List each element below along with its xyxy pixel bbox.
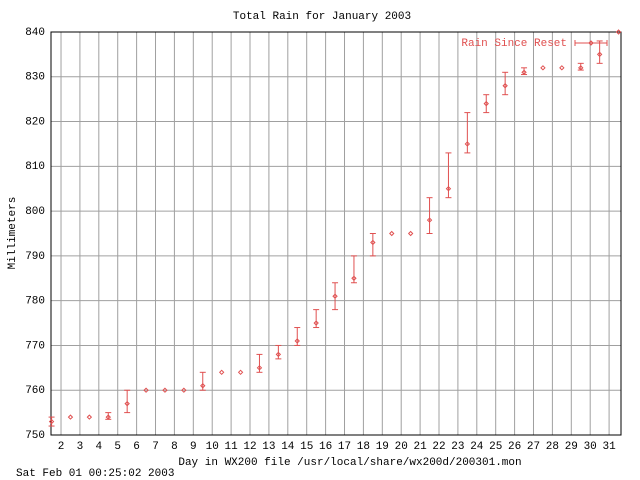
data-point: [294, 338, 300, 344]
error-bar: [105, 412, 112, 420]
x-tick-label: 13: [262, 441, 275, 453]
x-tick-label: 4: [96, 441, 103, 453]
error-bar: [483, 94, 490, 114]
y-tick-label: 800: [25, 206, 45, 218]
y-tick-label: 840: [25, 27, 45, 39]
timestamp: Sat Feb 01 00:25:02 2003: [16, 468, 174, 480]
x-tick-label: 28: [546, 441, 559, 453]
x-tick-label: 26: [508, 441, 521, 453]
plot-border: [50, 31, 622, 436]
data-point: [162, 387, 168, 393]
data-point: [351, 275, 357, 281]
data-point: [67, 414, 74, 420]
error-bar: [577, 62, 584, 71]
data-point: [464, 141, 471, 147]
x-tick-label: 14: [281, 441, 295, 453]
data-point: [237, 369, 244, 376]
legend-label: Rain Since Reset: [461, 38, 567, 50]
data-point: [426, 217, 433, 223]
x-tick-label: 22: [432, 441, 445, 453]
y-tick-label: 830: [25, 72, 45, 84]
data-point: [124, 400, 130, 407]
x-tick-label: 23: [451, 441, 464, 453]
legend-swatch: [574, 40, 608, 46]
x-tick-label: 17: [338, 441, 351, 453]
x-tick-label: 31: [602, 441, 616, 453]
x-tick-label: 6: [133, 441, 140, 453]
data-point: [596, 51, 603, 58]
x-tick-label: 30: [584, 441, 597, 453]
data-point: [48, 418, 55, 425]
error-bar: [48, 416, 55, 427]
data-point: [86, 414, 93, 420]
data-point: [445, 186, 452, 192]
data-point: [521, 69, 527, 76]
x-tick-label: 11: [225, 441, 239, 453]
data-point: [256, 365, 263, 371]
x-tick-label: 10: [206, 441, 219, 453]
error-bar: [332, 282, 339, 311]
y-tick-label: 770: [25, 340, 45, 352]
error-bar: [426, 197, 433, 234]
data-point: [275, 351, 282, 358]
data-point: [332, 293, 338, 299]
x-tick-label: 24: [470, 441, 484, 453]
data-point: [407, 230, 414, 237]
x-tick-label: 27: [527, 441, 540, 453]
x-tick-label: 16: [319, 441, 332, 453]
x-tick-label: 18: [357, 441, 370, 453]
data-point: [540, 65, 546, 71]
data-point: [483, 100, 489, 107]
data-point: [218, 369, 225, 376]
y-tick-label: 820: [25, 116, 45, 128]
data-point: [370, 239, 376, 246]
x-tick-label: 8: [171, 441, 178, 453]
data-point: [578, 65, 584, 71]
x-tick-label: 5: [114, 441, 121, 453]
x-tick-label: 21: [413, 441, 427, 453]
x-tick-label: 20: [395, 441, 408, 453]
data-point: [105, 414, 111, 420]
data-point: [559, 65, 565, 71]
data-point: [502, 83, 508, 89]
chart-title: Total Rain for January 2003: [233, 11, 411, 23]
y-tick-label: 810: [25, 161, 45, 173]
x-tick-label: 9: [190, 441, 197, 453]
y-tick-label: 750: [25, 430, 45, 442]
x-tick-label: 19: [376, 441, 389, 453]
x-tick-label: 15: [300, 441, 313, 453]
x-tick-label: 29: [565, 441, 578, 453]
data-point: [143, 387, 149, 393]
y-axis-label: Millimeters: [7, 197, 19, 270]
x-tick-label: 12: [243, 441, 256, 453]
data-point: [313, 320, 319, 326]
x-tick-label: 7: [152, 441, 159, 453]
data-point: [615, 29, 622, 35]
error-bar: [350, 255, 357, 284]
data-point: [181, 387, 187, 393]
data-point: [200, 383, 206, 389]
data-point: [389, 230, 395, 237]
error-bar: [521, 67, 528, 76]
error-bar: [464, 112, 471, 154]
x-tick-label: 25: [489, 441, 502, 453]
y-tick-label: 780: [25, 296, 45, 308]
y-tick-label: 760: [25, 385, 45, 397]
x-tick-label: 3: [77, 441, 84, 453]
x-tick-label: 2: [58, 441, 65, 453]
x-axis-label: Day in WX200 file /usr/local/share/wx200…: [178, 457, 521, 469]
y-tick-label: 790: [25, 251, 45, 263]
